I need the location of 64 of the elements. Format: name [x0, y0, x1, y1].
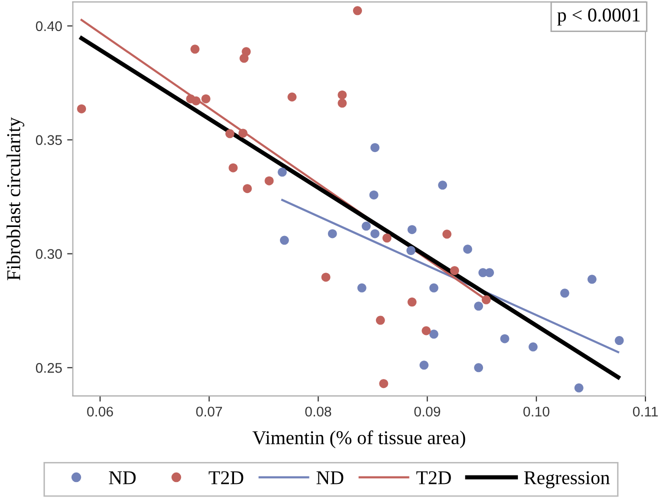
point — [357, 283, 366, 292]
point — [280, 236, 289, 245]
point — [474, 302, 484, 311]
point — [238, 128, 248, 138]
x-tick-label: 0.07 — [196, 406, 222, 417]
y-tick-label: 0.30 — [36, 249, 62, 259]
point — [353, 6, 362, 16]
point — [408, 225, 417, 234]
x-axis-title: Vimentin (% of tissue area) — [252, 430, 466, 448]
point — [338, 98, 347, 108]
point — [77, 104, 86, 114]
point — [474, 363, 484, 372]
point — [382, 234, 392, 243]
point — [338, 90, 347, 100]
y-tick-label: 0.40 — [36, 21, 62, 32]
legend-label: T2D — [208, 471, 244, 484]
point — [370, 229, 380, 238]
point — [429, 283, 438, 292]
point — [450, 266, 460, 276]
point — [422, 326, 431, 336]
point — [321, 272, 330, 282]
point — [406, 246, 416, 256]
point — [190, 44, 200, 54]
point — [438, 180, 448, 190]
point — [264, 176, 274, 186]
y-tick-label: 0.25 — [36, 362, 62, 373]
point — [614, 336, 624, 346]
point — [420, 360, 429, 370]
legend-label: ND — [108, 471, 136, 484]
point — [574, 383, 584, 392]
point — [376, 316, 385, 325]
point — [442, 230, 452, 239]
point — [201, 94, 210, 104]
point — [429, 330, 438, 339]
point — [192, 96, 201, 106]
point — [560, 288, 570, 298]
point — [288, 92, 297, 102]
point — [482, 295, 491, 304]
point — [242, 184, 252, 194]
point — [328, 229, 337, 238]
point — [278, 168, 287, 177]
point — [362, 222, 371, 231]
y-tick-label: 0.35 — [36, 135, 62, 145]
x-tick-label: 0.11 — [632, 406, 658, 417]
point — [370, 143, 380, 152]
point — [225, 129, 234, 138]
legend-label: T2D — [416, 471, 451, 484]
point — [463, 244, 472, 254]
point — [240, 54, 249, 63]
point — [500, 334, 510, 344]
legend-label: Regression — [524, 471, 610, 488]
x-tick-label: 0.10 — [523, 406, 550, 417]
point — [528, 342, 538, 352]
x-tick-label: 0.08 — [305, 406, 332, 417]
x-tick-label: 0.09 — [414, 406, 440, 417]
legend-label: ND — [316, 471, 344, 484]
point — [369, 190, 378, 200]
point — [379, 379, 388, 388]
point — [228, 163, 238, 172]
y-axis-title: Fibroblast circularity — [6, 117, 24, 280]
x-tick-label: 0.06 — [87, 406, 113, 417]
point — [408, 298, 417, 307]
point — [588, 274, 597, 284]
annotation: p < 0.0001 — [557, 8, 640, 26]
